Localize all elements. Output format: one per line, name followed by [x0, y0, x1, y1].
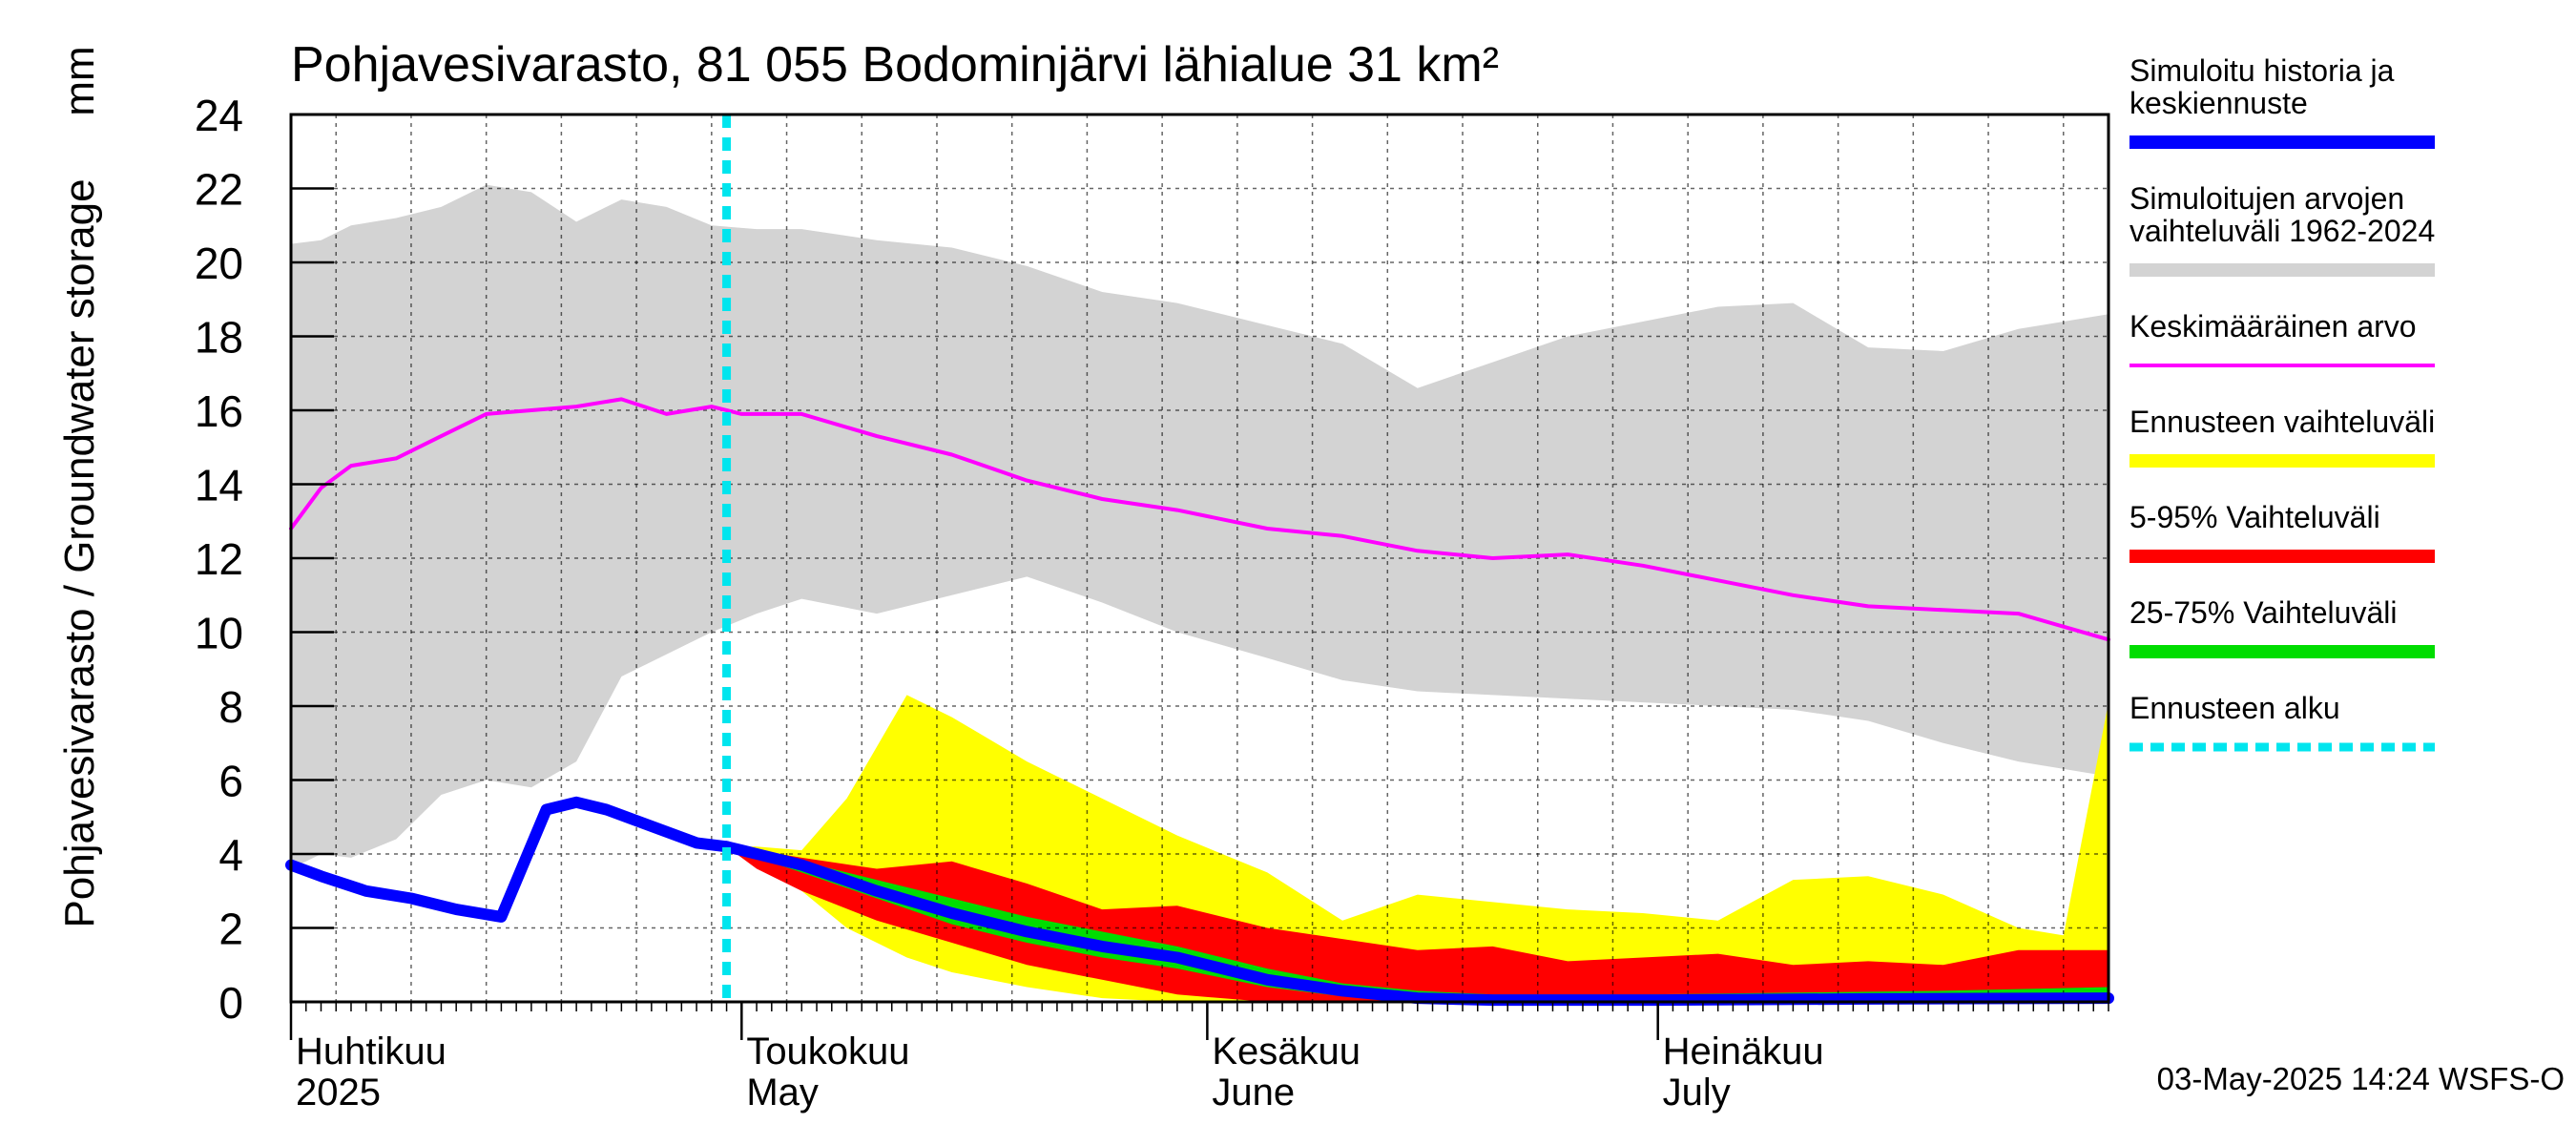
- grid-lines: [291, 114, 2109, 1002]
- y-tick-label: 14: [195, 461, 243, 510]
- chart-title: Pohjavesivarasto, 81 055 Bodominjärvi lä…: [291, 37, 1499, 93]
- p5-95-band: [726, 846, 2109, 1002]
- y-tick-label: 24: [195, 91, 243, 140]
- y-tick-label: 12: [195, 534, 243, 584]
- y-tick-label: 2: [218, 905, 243, 954]
- y-tick-label: 0: [218, 978, 243, 1028]
- y-tick-label: 8: [218, 682, 243, 732]
- y-tick-label: 22: [195, 165, 243, 215]
- y-axis-label: Pohjavesivarasto / Groundwater storage: [56, 178, 103, 927]
- legend-label: Simuloitu historia ja: [2129, 53, 2395, 88]
- x-month-label-en: 2025: [296, 1072, 381, 1114]
- mean-line: [289, 397, 2110, 642]
- plot-area: [291, 184, 2109, 1002]
- x-month-label-fi: Huhtikuu: [296, 1030, 447, 1072]
- x-month-label-en: July: [1663, 1072, 1731, 1114]
- legend-label: Ennusteen vaihteluväli: [2129, 405, 2435, 439]
- y-tick-label: 20: [195, 239, 243, 288]
- x-month-label-fi: Toukokuu: [746, 1030, 909, 1072]
- x-month-label-fi: Heinäkuu: [1663, 1030, 1824, 1072]
- y-tick-label: 4: [218, 830, 243, 880]
- legend-label: 5-95% Vaihteluväli: [2129, 500, 2380, 534]
- y-tick-label: 16: [195, 386, 243, 436]
- legend-label: Simuloitujen arvojen: [2129, 181, 2404, 216]
- legend-label: keskiennuste: [2129, 86, 2308, 120]
- x-month-label-fi: Kesäkuu: [1212, 1030, 1361, 1072]
- y-axis-unit: mm: [56, 46, 103, 115]
- axes: 024681012141618202224Huhtikuu2025Toukoku…: [195, 91, 2110, 1114]
- x-month-label-en: May: [746, 1072, 819, 1114]
- series-lines: [285, 114, 2114, 1007]
- forecast-median-line: [720, 841, 2114, 1007]
- historical-range-band: [291, 184, 2109, 869]
- y-tick-label: 6: [218, 757, 243, 806]
- legend-label: Keskimääräinen arvo: [2129, 309, 2417, 344]
- history-line: [285, 796, 733, 923]
- legend-label: 25-75% Vaihteluväli: [2129, 595, 2397, 630]
- x-month-label-en: June: [1212, 1072, 1295, 1114]
- y-tick-label: 18: [195, 313, 243, 363]
- footer-timestamp: 03-May-2025 14:24 WSFS-O: [2157, 1061, 2565, 1096]
- y-tick-label: 10: [195, 609, 243, 658]
- legend-label: vaihteluväli 1962-2024: [2129, 214, 2435, 248]
- legend-label: Ennusteen alku: [2129, 691, 2340, 725]
